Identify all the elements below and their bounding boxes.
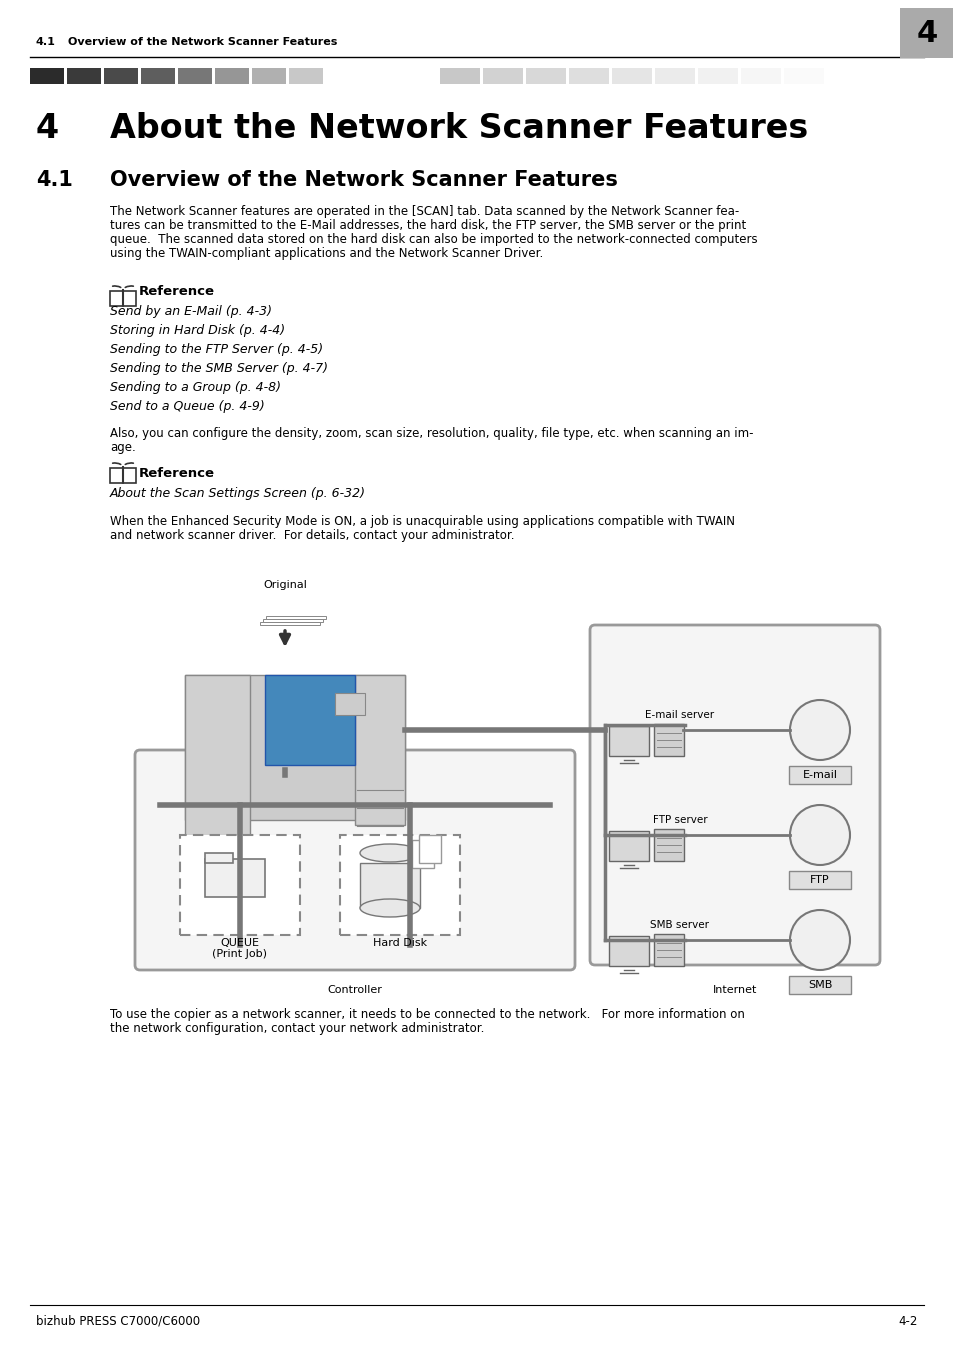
FancyBboxPatch shape	[589, 626, 879, 965]
FancyBboxPatch shape	[355, 676, 405, 825]
Text: Sending to a Group (p. 4-8): Sending to a Group (p. 4-8)	[110, 381, 281, 394]
Text: Internet: Internet	[712, 985, 757, 994]
Text: 4: 4	[916, 19, 937, 47]
FancyBboxPatch shape	[788, 975, 850, 994]
Text: Hard Disk: Hard Disk	[373, 938, 427, 948]
FancyBboxPatch shape	[205, 859, 265, 897]
FancyBboxPatch shape	[135, 750, 575, 970]
Text: 4.1: 4.1	[36, 36, 56, 47]
FancyBboxPatch shape	[788, 871, 850, 889]
Text: About the Network Scanner Features: About the Network Scanner Features	[110, 112, 807, 145]
Text: QUEUE: QUEUE	[220, 938, 259, 948]
Bar	[655, 68, 695, 84]
FancyBboxPatch shape	[608, 936, 648, 966]
FancyBboxPatch shape	[123, 467, 136, 484]
Text: Sending to the SMB Server (p. 4-7): Sending to the SMB Server (p. 4-7)	[110, 362, 328, 376]
FancyBboxPatch shape	[654, 724, 683, 757]
Text: Send to a Queue (p. 4-9): Send to a Queue (p. 4-9)	[110, 400, 265, 413]
FancyBboxPatch shape	[266, 616, 326, 619]
Text: 4: 4	[36, 112, 59, 145]
Text: Sending to the FTP Server (p. 4-5): Sending to the FTP Server (p. 4-5)	[110, 343, 323, 357]
Bar	[104, 68, 138, 84]
Bar	[252, 68, 286, 84]
FancyBboxPatch shape	[335, 693, 365, 715]
Text: The Network Scanner features are operated in the [SCAN] tab. Data scanned by the: The Network Scanner features are operate…	[110, 205, 739, 218]
FancyBboxPatch shape	[123, 290, 136, 305]
FancyBboxPatch shape	[110, 467, 123, 484]
FancyBboxPatch shape	[654, 830, 683, 861]
Bar	[525, 68, 565, 84]
Text: Controller: Controller	[327, 985, 382, 994]
Bar	[67, 68, 101, 84]
Text: bizhub PRESS C7000/C6000: bizhub PRESS C7000/C6000	[36, 1315, 200, 1328]
Circle shape	[789, 911, 849, 970]
Bar	[141, 68, 174, 84]
FancyBboxPatch shape	[608, 831, 648, 861]
FancyBboxPatch shape	[110, 290, 123, 305]
FancyBboxPatch shape	[418, 835, 440, 863]
Text: E-mail: E-mail	[801, 770, 837, 780]
FancyBboxPatch shape	[260, 621, 319, 626]
Circle shape	[789, 805, 849, 865]
Text: Overview of the Network Scanner Features: Overview of the Network Scanner Features	[68, 36, 337, 47]
FancyBboxPatch shape	[339, 835, 459, 935]
Text: About the Scan Settings Screen (p. 6-32): About the Scan Settings Screen (p. 6-32)	[110, 486, 366, 500]
Text: FTP server: FTP server	[652, 815, 706, 825]
Text: E-mail server: E-mail server	[645, 711, 714, 720]
FancyBboxPatch shape	[185, 676, 405, 820]
Bar	[439, 68, 479, 84]
Text: 4-2: 4-2	[898, 1315, 917, 1328]
Text: queue.  The scanned data stored on the hard disk can also be imported to the net: queue. The scanned data stored on the ha…	[110, 232, 757, 246]
Text: the network configuration, contact your network administrator.: the network configuration, contact your …	[110, 1021, 484, 1035]
FancyBboxPatch shape	[263, 619, 323, 621]
Text: age.: age.	[110, 440, 135, 454]
FancyBboxPatch shape	[185, 676, 250, 850]
Text: (Print Job): (Print Job)	[213, 948, 267, 959]
Text: FTP: FTP	[809, 875, 829, 885]
Text: SMB server: SMB server	[650, 920, 709, 929]
Text: Reference: Reference	[139, 285, 214, 299]
Text: Original: Original	[263, 580, 307, 590]
Bar	[740, 68, 781, 84]
Bar	[214, 68, 249, 84]
FancyBboxPatch shape	[608, 725, 648, 757]
FancyBboxPatch shape	[205, 852, 233, 863]
Text: Also, you can configure the density, zoom, scan size, resolution, quality, file : Also, you can configure the density, zoo…	[110, 427, 753, 440]
Bar	[178, 68, 212, 84]
Ellipse shape	[359, 898, 419, 917]
Text: Overview of the Network Scanner Features: Overview of the Network Scanner Features	[110, 170, 618, 190]
Text: Storing in Hard Disk (p. 4-4): Storing in Hard Disk (p. 4-4)	[110, 324, 285, 336]
Text: Reference: Reference	[139, 467, 214, 480]
Text: To use the copier as a network scanner, it needs to be connected to the network.: To use the copier as a network scanner, …	[110, 1008, 744, 1021]
Bar	[482, 68, 522, 84]
Text: When the Enhanced Security Mode is ON, a job is unacquirable using applications : When the Enhanced Security Mode is ON, a…	[110, 515, 734, 528]
Text: Send by an E-Mail (p. 4-3): Send by an E-Mail (p. 4-3)	[110, 305, 272, 317]
Text: and network scanner driver.  For details, contact your administrator.: and network scanner driver. For details,…	[110, 530, 514, 542]
Bar	[30, 68, 64, 84]
Bar	[289, 68, 323, 84]
FancyBboxPatch shape	[412, 840, 434, 867]
Text: using the TWAIN-compliant applications and the Network Scanner Driver.: using the TWAIN-compliant applications a…	[110, 247, 542, 259]
Bar	[783, 68, 823, 84]
Text: tures can be transmitted to the E-Mail addresses, the hard disk, the FTP server,: tures can be transmitted to the E-Mail a…	[110, 219, 745, 232]
FancyBboxPatch shape	[265, 676, 355, 765]
Text: SMB: SMB	[807, 979, 831, 990]
Bar	[698, 68, 738, 84]
Bar	[899, 8, 953, 58]
Circle shape	[789, 700, 849, 761]
Bar	[612, 68, 651, 84]
FancyBboxPatch shape	[788, 766, 850, 784]
Bar	[568, 68, 608, 84]
Text: 4.1: 4.1	[36, 170, 72, 190]
Ellipse shape	[359, 844, 419, 862]
Bar	[359, 863, 419, 908]
FancyBboxPatch shape	[180, 835, 299, 935]
FancyBboxPatch shape	[654, 934, 683, 966]
